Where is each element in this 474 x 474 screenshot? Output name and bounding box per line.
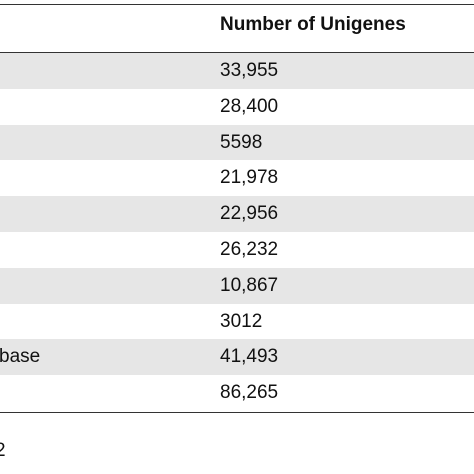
table-row: 28,400 — [0, 89, 474, 125]
row-value: 3012 — [220, 310, 263, 332]
table-row: 21,978 — [0, 160, 474, 196]
table-row: 3012 — [0, 304, 474, 340]
row-value: 28,400 — [220, 95, 279, 117]
table-row: 5598 — [0, 124, 474, 161]
table-row: 22,956 — [0, 196, 474, 232]
table-row: 26,232 — [0, 232, 474, 268]
table-row: base 41,493 — [0, 339, 474, 376]
bottom-rule — [0, 412, 474, 413]
row-value: 10,867 — [220, 274, 279, 296]
table-row: 33,955 — [0, 53, 474, 89]
row-value: 21,978 — [220, 167, 279, 189]
table-row: 10,867 — [0, 267, 474, 304]
column-header: Number of Unigenes — [220, 14, 406, 35]
row-label: base — [0, 346, 41, 368]
row-value: 41,493 — [220, 346, 279, 368]
row-value: 26,232 — [220, 239, 279, 260]
row-value: 86,265 — [220, 382, 279, 404]
footnote: 2 — [0, 440, 6, 461]
header-rule — [0, 52, 474, 53]
row-value: 33,955 — [220, 60, 279, 81]
row-value: 5598 — [220, 131, 263, 153]
row-value: 22,956 — [220, 203, 279, 225]
table-row: 86,265 — [0, 375, 474, 411]
top-rule — [0, 4, 474, 5]
